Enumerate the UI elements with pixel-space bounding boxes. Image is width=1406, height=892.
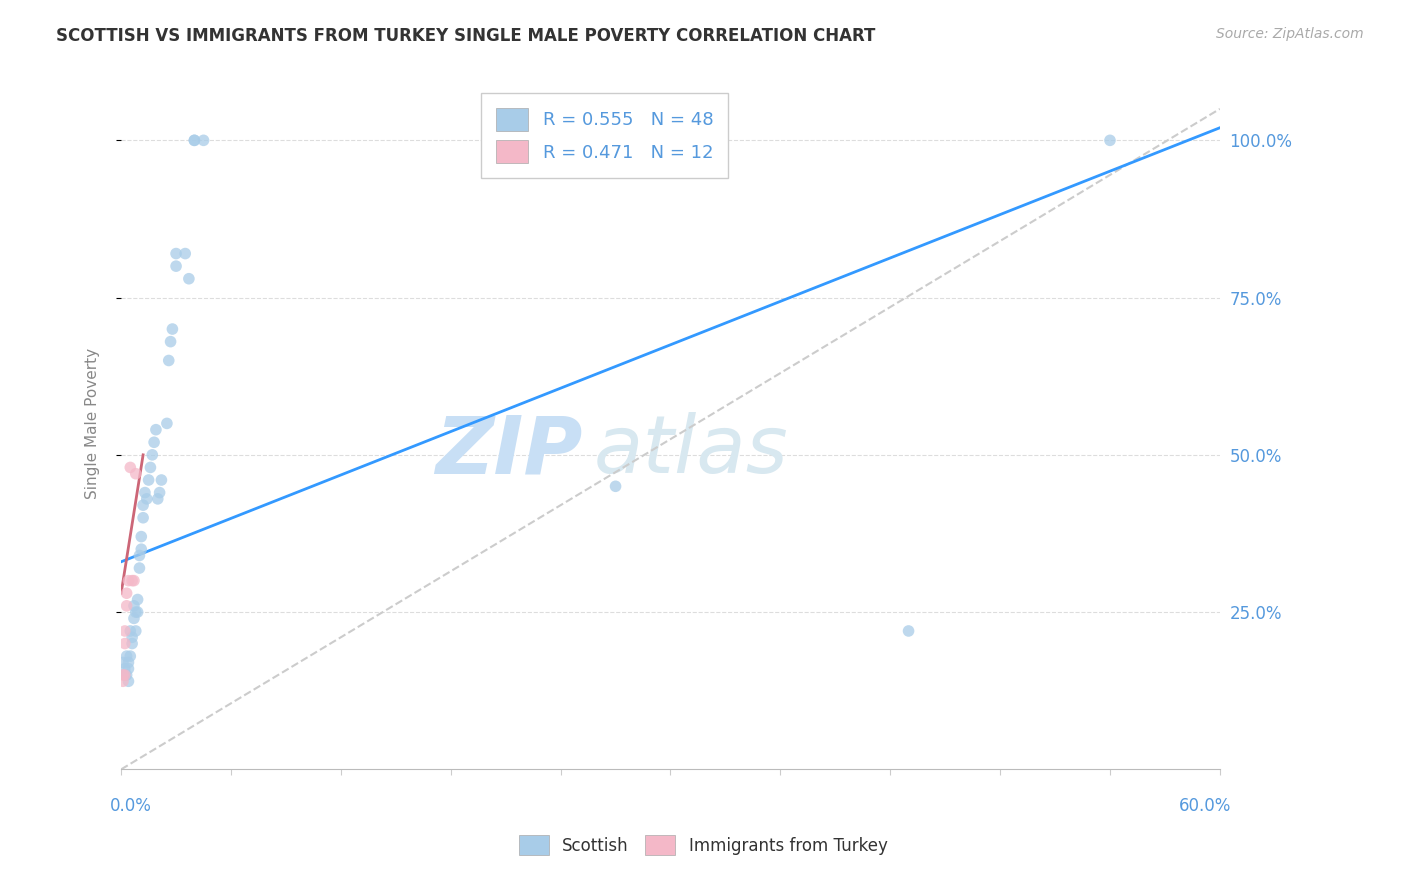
Point (111, 656, 134, 670)
Point (897, 624, 920, 638)
Point (165, 246, 187, 260)
Text: SCOTTISH VS IMMIGRANTS FROM TURKEY SINGLE MALE POVERTY CORRELATION CHART: SCOTTISH VS IMMIGRANTS FROM TURKEY SINGL… (56, 27, 876, 45)
Point (117, 574, 139, 588)
Point (129, 542, 152, 557)
Point (174, 246, 197, 260)
Point (139, 460, 162, 475)
Point (149, 485, 172, 500)
Point (114, 662, 136, 676)
Point (122, 599, 145, 613)
Point (114, 624, 136, 638)
Point (117, 656, 139, 670)
Point (120, 460, 142, 475)
Text: 60.0%: 60.0% (1178, 797, 1230, 815)
Point (121, 574, 143, 588)
Text: 0.0%: 0.0% (110, 797, 152, 815)
Point (111, 674, 134, 689)
Point (117, 674, 139, 689)
Point (122, 611, 145, 625)
Point (159, 334, 181, 349)
Point (114, 668, 136, 682)
Point (145, 423, 167, 437)
Point (115, 599, 138, 613)
Point (165, 259, 187, 273)
Point (183, 133, 205, 147)
Point (120, 624, 142, 638)
Point (177, 271, 200, 285)
Point (1098, 133, 1121, 147)
Point (121, 630, 143, 644)
Point (156, 417, 179, 431)
Point (127, 605, 149, 619)
Point (128, 549, 150, 563)
Point (162, 322, 184, 336)
Text: ZIP: ZIP (436, 412, 582, 490)
Legend: R = 0.555   N = 48, R = 0.471   N = 12: R = 0.555 N = 48, R = 0.471 N = 12 (481, 94, 728, 178)
Point (134, 485, 156, 500)
Point (129, 530, 152, 544)
Point (125, 467, 148, 481)
Point (132, 498, 155, 512)
Point (121, 636, 143, 650)
Point (125, 605, 148, 619)
Point (115, 649, 138, 664)
Text: Source: ZipAtlas.com: Source: ZipAtlas.com (1216, 27, 1364, 41)
Point (605, 479, 627, 493)
Point (115, 586, 138, 600)
Point (115, 668, 138, 682)
Point (122, 574, 145, 588)
Point (150, 473, 173, 487)
Point (157, 353, 180, 368)
Text: atlas: atlas (593, 412, 789, 490)
Point (127, 592, 149, 607)
Point (135, 491, 157, 506)
Point (114, 636, 136, 650)
Point (141, 448, 163, 462)
Point (193, 133, 215, 147)
Point (183, 133, 205, 147)
Point (138, 473, 160, 487)
Point (114, 668, 136, 682)
Legend: Scottish, Immigrants from Turkey: Scottish, Immigrants from Turkey (512, 829, 894, 862)
Y-axis label: Single Male Poverty: Single Male Poverty (86, 348, 100, 499)
Point (143, 435, 166, 450)
Point (117, 662, 139, 676)
Point (111, 668, 134, 682)
Point (120, 649, 142, 664)
Point (125, 624, 148, 638)
Point (128, 561, 150, 575)
Point (132, 510, 155, 524)
Point (146, 491, 169, 506)
